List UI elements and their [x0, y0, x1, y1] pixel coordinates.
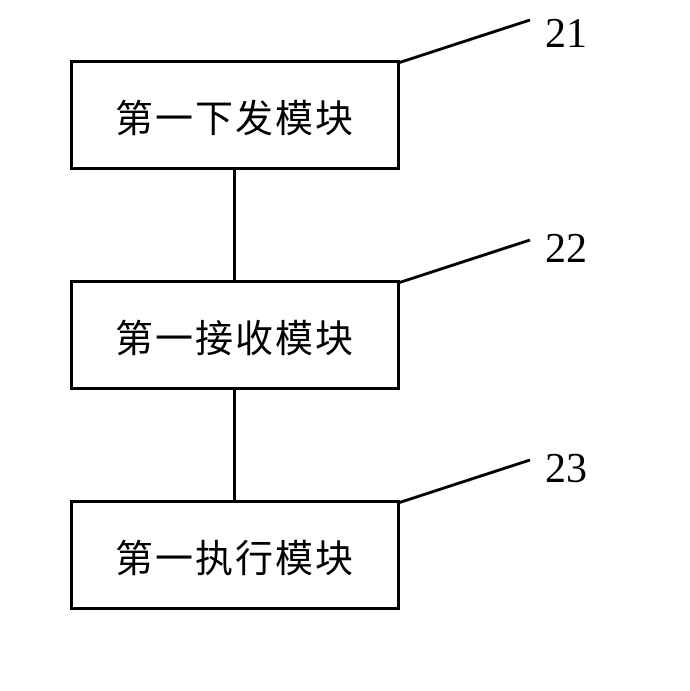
reference-number-2: 22: [545, 225, 587, 273]
edge-2-3: [233, 390, 236, 500]
node-label: 第一下发模块: [115, 88, 355, 143]
node-module-1: 第一下发模块: [70, 60, 400, 170]
flowchart-diagram: 第一下发模块 21 第一接收模块 22 第一执行模块 23: [0, 0, 690, 691]
node-label: 第一执行模块: [115, 528, 355, 583]
ref-text: 21: [545, 11, 587, 57]
edge-1-2: [233, 170, 236, 280]
reference-number-1: 21: [545, 10, 587, 58]
node-label: 第一接收模块: [115, 308, 355, 363]
reference-number-3: 23: [545, 445, 587, 493]
node-module-3: 第一执行模块: [70, 500, 400, 610]
ref-text: 22: [545, 226, 587, 272]
node-module-2: 第一接收模块: [70, 280, 400, 390]
ref-text: 23: [545, 446, 587, 492]
